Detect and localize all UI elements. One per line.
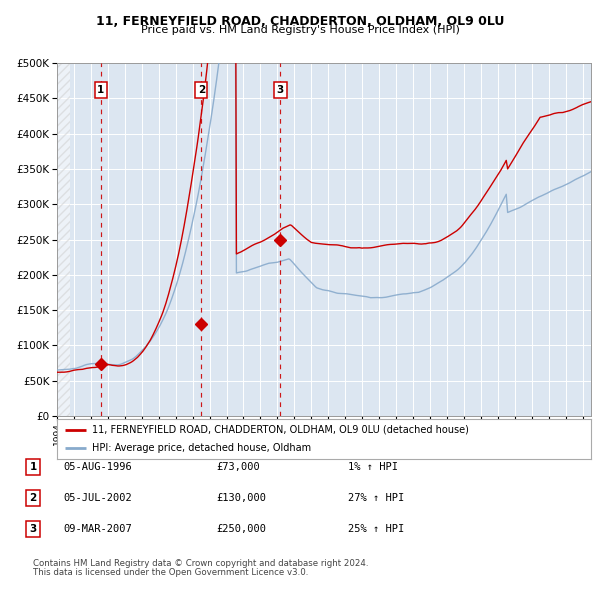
Text: 09-MAR-2007: 09-MAR-2007 [63, 524, 132, 533]
Text: 05-JUL-2002: 05-JUL-2002 [63, 493, 132, 503]
Text: 1: 1 [29, 463, 37, 472]
Text: 1% ↑ HPI: 1% ↑ HPI [348, 463, 398, 472]
Text: 3: 3 [29, 524, 37, 533]
Text: 25% ↑ HPI: 25% ↑ HPI [348, 524, 404, 533]
Text: Contains HM Land Registry data © Crown copyright and database right 2024.: Contains HM Land Registry data © Crown c… [33, 559, 368, 568]
Text: 05-AUG-1996: 05-AUG-1996 [63, 463, 132, 472]
Text: 2: 2 [197, 85, 205, 95]
Text: Price paid vs. HM Land Registry's House Price Index (HPI): Price paid vs. HM Land Registry's House … [140, 25, 460, 35]
Text: 27% ↑ HPI: 27% ↑ HPI [348, 493, 404, 503]
Text: 11, FERNEYFIELD ROAD, CHADDERTON, OLDHAM, OL9 0LU: 11, FERNEYFIELD ROAD, CHADDERTON, OLDHAM… [96, 15, 504, 28]
Text: 1: 1 [97, 85, 104, 95]
Text: HPI: Average price, detached house, Oldham: HPI: Average price, detached house, Oldh… [92, 443, 311, 453]
Text: This data is licensed under the Open Government Licence v3.0.: This data is licensed under the Open Gov… [33, 568, 308, 577]
Text: £130,000: £130,000 [216, 493, 266, 503]
Text: 11, FERNEYFIELD ROAD, CHADDERTON, OLDHAM, OL9 0LU (detached house): 11, FERNEYFIELD ROAD, CHADDERTON, OLDHAM… [92, 425, 469, 435]
Text: 2: 2 [29, 493, 37, 503]
Text: £73,000: £73,000 [216, 463, 260, 472]
Text: £250,000: £250,000 [216, 524, 266, 533]
Text: 3: 3 [277, 85, 284, 95]
